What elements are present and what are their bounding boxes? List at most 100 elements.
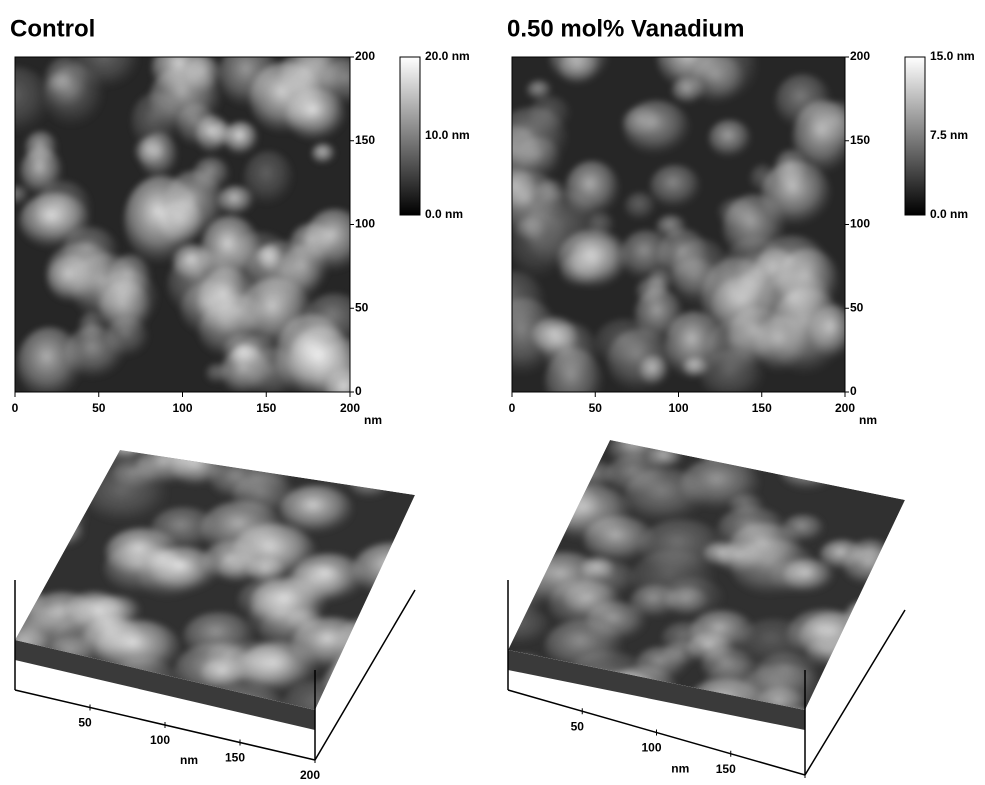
surface-grain [623,468,707,523]
grains [15,57,350,392]
afm-grain [708,119,752,159]
afm-grain [62,226,119,277]
afm-grain [624,192,657,221]
surface-grain [805,638,851,669]
x-tick-label: 0 [509,401,516,415]
afm-image [15,57,350,392]
afm-grain [700,349,765,392]
surface-grain [279,485,354,535]
surface-tick-label: 200 [790,783,810,785]
surface-grain [366,608,415,659]
surface-grain [352,542,415,597]
x-tick-label: 100 [172,401,192,415]
x-tick-label: 50 [92,401,106,415]
colorbar [904,56,926,216]
surface-grain [508,528,542,573]
surface-grain [865,584,905,636]
surface-grain [150,506,217,551]
surface-grain [639,518,724,576]
surface-grain [159,450,217,473]
surface-tick-label: 100 [641,741,661,755]
surface-grain [15,496,87,545]
afm-grain [537,323,581,362]
surface-grain [665,586,710,616]
afm-grain [620,230,673,281]
surface-grain [111,450,148,461]
surface-tick-label: 50 [571,719,585,733]
afm-image [512,57,845,392]
surface-grain [508,606,551,646]
surface-tick-label: 200 [300,768,320,782]
afm-grain [134,136,168,168]
afm-grain [180,280,247,337]
surface-side [508,650,805,730]
surface-grain [331,649,392,690]
colorbar-label: 7.5 nm [930,128,968,142]
surface-grain [283,450,351,467]
surface-side [15,640,315,730]
x-tick-label: 150 [256,401,276,415]
afm-grain [304,208,350,273]
afm-grain [512,211,569,281]
surface-grain [799,440,874,485]
surface-grain [344,667,392,700]
surface-grain [508,440,561,471]
afm-grain [647,269,674,297]
afm-surface [508,440,905,710]
y-tick-label: 200 [355,49,375,63]
afm-grain [588,211,615,239]
surface-grain [28,526,66,552]
surface-grain [842,440,905,471]
surface-grain [112,457,161,491]
surface-grain [877,651,905,674]
surface-grain [335,616,414,669]
surface-grain [91,613,131,640]
surface-grain [323,660,390,705]
surface-grain [308,450,385,478]
afm-grain [594,318,657,369]
y-tick-label: 100 [355,217,375,231]
afm-grain [528,95,572,134]
surface-grain [736,440,814,472]
afm-grain [164,170,226,241]
afm-grain [20,147,63,197]
x-tick-label: 150 [752,401,772,415]
surface-grain [15,450,74,498]
x-tick-label: 50 [589,401,603,415]
surface-grain [629,584,681,619]
surface-grain [15,662,53,701]
surface-grain [868,440,905,481]
x-unit: nm [364,413,382,427]
afm-grain [639,355,669,387]
surface-tick-label: 50 [78,716,92,730]
grains [512,57,845,392]
surface-grain [248,592,323,642]
afm-grain [149,66,222,130]
afm-grain [565,160,620,218]
surface-grain [519,440,577,472]
surface-grain [148,546,219,594]
y-tick-label: 50 [355,300,369,314]
surface-grain [617,440,659,459]
surface-grain [371,653,415,701]
x-tick-label: 200 [340,401,360,415]
x-tick-label: 200 [835,401,855,415]
afm-grain [311,143,336,165]
y-tick-label: 150 [850,133,870,147]
surface-grain [573,461,618,491]
afm-grain [760,270,833,338]
surface-grain [15,692,58,710]
afm-grain [217,185,255,216]
afm-grain [15,185,30,206]
surface-grain [332,672,367,695]
x-tick-label: 0 [12,401,19,415]
afm-grain [512,270,546,335]
colorbar-label: 0.0 nm [930,207,968,221]
y-tick-label: 100 [850,217,870,231]
surface-grain [239,642,318,695]
surface-unit: nm [671,761,689,775]
afm-grain [775,74,831,129]
afm-grain [17,327,83,392]
surface-tick-label: 150 [225,751,245,765]
